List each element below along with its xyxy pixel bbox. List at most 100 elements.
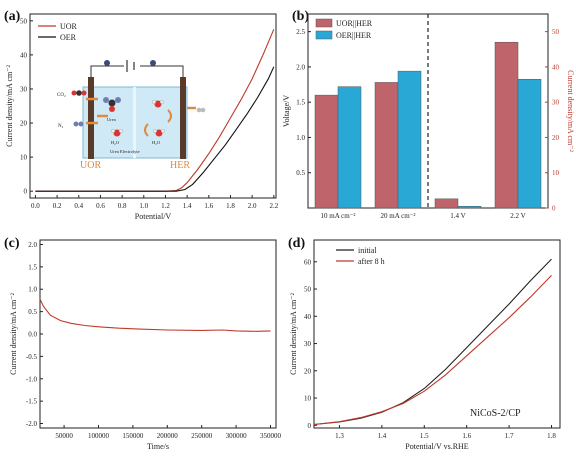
panel-a-legend-label-0: UOR [60,22,78,31]
panel-c-y-tick-label: 0.5 [28,308,37,316]
panel-b-y-tick-label: 2.0 [296,63,305,71]
panel-a-y-tick-label: 30 [20,85,28,93]
panel-b-x-tick-label: 20 mA cm⁻² [381,212,416,220]
panel-a-x-tick-label: 0.2 [53,202,62,210]
arrow-curve-icon [144,123,149,137]
inset-label-n2: N₂ [58,124,64,129]
panel-d-x-tick-label: 1.4 [377,432,386,440]
panel-b-bar-1-1 [397,70,422,209]
panel-b-y-tick-label: 1.5 [296,99,305,107]
panel-b-bar-1-3 [517,79,542,209]
panel-d: (d) 1.3 1.4 1.5 1.6 1.7 1.8 0 10 20 30 40 50 60 Poten… [288,236,561,451]
electron-icon [150,60,156,66]
right-electrode [180,77,186,159]
panel-b-y-axis-label: Voltage/V [282,95,291,128]
panel-d-series-line-0 [313,258,552,426]
panel-c: (c) 50000 100000 150000 200000 250000 300000 3… [4,236,281,451]
panel-d-x-tick-label: 1.6 [462,432,471,440]
water-molecule-icon [152,128,165,137]
panel-c-y-tick-label: 1.0 [28,286,37,294]
panel-b-y-right-axis-label: Current density/mA cm⁻² [566,70,575,152]
panel-b-y-right-tick-label: 10 [552,169,560,177]
panel-c-x-tick-label: 350000 [260,432,282,440]
panel-a-x-tick-label: 0.8 [118,202,127,210]
panel-b: (b) 0.5 1.0 1.5 2.0 2.5 0 10 20 30 40 50 Voltage/V C… [282,9,575,220]
panel-c-y-tick-label: -1.0 [26,375,38,383]
panel-b-bar-0-2 [434,198,459,209]
panel-a-x-tick-label: 0.6 [96,202,105,210]
panel-a-series-line-1 [35,66,275,192]
panel-c-axes: 50000 100000 150000 200000 250000 300000 35000… [9,239,282,451]
panel-d-y-tick-label: 60 [304,258,312,266]
panel-a-y-tick-label: 10 [20,154,28,162]
panel-d-x-axis-label: Potential/V vs.RHE [405,442,469,451]
co2-molecule-icon [71,90,87,96]
panel-c-x-tick-label: 250000 [191,432,213,440]
panel-c-x-tick-label: 200000 [157,432,179,440]
inset-label-co2: CO₂ [57,93,66,98]
inset-membrane [133,87,136,158]
panel-a-plot-frame [29,13,277,199]
panel-c-y-tick-label: -0.5 [26,353,38,361]
panel-c-y-axis-label: Current density/mA cm⁻² [9,293,18,375]
panel-a-x-tick-label: 1.8 [226,202,235,210]
panel-d-y-tick-label: 30 [304,340,312,348]
panel-d-series-line-1 [313,275,552,426]
panel-c-x-tick-label: 150000 [122,432,144,440]
panel-d-y-axis-label: Current density/mA cm⁻² [289,293,298,375]
h2-molecule-icon [196,107,206,113]
panel-d-x-tick-label: 1.8 [547,432,556,440]
panel-b-y-right-tick-label: 0 [552,205,556,213]
panel-c-x-axis-label: Time/s [147,442,169,451]
urea-molecule-icon [103,97,121,112]
panel-c-x-tick-label: 50000 [55,432,73,440]
water-molecule-icon [110,128,123,137]
panel-c-y-tick-label: 1.5 [28,263,37,271]
panel-a-y-tick-label: 20 [20,120,28,128]
panel-b-legend-label-0: UOR||HER [336,19,373,28]
panel-b-y-tick-label: 2.5 [296,28,305,36]
panel-b-axes: 0.5 1.0 1.5 2.0 2.5 0 10 20 30 40 50 Voltage/V Curre… [282,13,575,220]
panel-d-y-tick-label: 40 [304,313,312,321]
panel-c-x-tick-label: 100000 [88,432,110,440]
panel-c-y-tick-label: -1.5 [26,398,38,406]
panel-b-y-right-tick-label: 20 [552,134,560,142]
panel-a-x-axis-label: Potential/V [135,212,172,221]
inset-wire [90,65,184,77]
panel-b-bar-0-1 [374,82,399,209]
panel-b-legend-swatch-1 [315,30,333,40]
arrow-curve-icon [167,109,172,123]
panel-d-y-tick-label: 10 [304,395,312,403]
panel-a-legend-label-1: OER [60,33,77,42]
panel-d-y-tick-label: 50 [304,286,312,294]
panel-d-y-tick-label: 20 [304,367,312,375]
panel-a-x-tick-label: 1.4 [183,202,192,210]
panel-d-axes: 1.3 1.4 1.5 1.6 1.7 1.8 0 10 20 30 40 50 60 Potential… [289,239,561,451]
panel-d-legend-label-0: initial [358,246,377,255]
panel-c-letter: (c) [4,236,20,251]
panel-d-x-tick-label: 1.3 [335,432,344,440]
left-electrode [88,77,94,159]
panel-b-bar-0-0 [314,94,339,209]
panel-c-y-tick-label: 2.0 [28,241,37,249]
panel-b-legend-swatch-0 [315,18,333,28]
inset-label-her: HER [170,160,190,171]
panel-d-annotation: NiCoS-2/CP [470,408,521,419]
panel-b-y-right-tick-label: 50 [552,28,560,36]
panel-a: (a) 0.0 0.2 0.4 0.6 0.8 1.0 1.2 1.4 1.6 1.8 2.0 2.2… [4,9,279,221]
panel-a-y-tick-label: 50 [20,17,28,25]
panel-c-y-tick-label: 0.0 [28,331,37,339]
panel-a-x-tick-label: 0.0 [31,202,40,210]
inset-label-electrolyte: Urea Electrolyte [110,149,140,154]
panel-d-x-tick-label: 1.5 [420,432,429,440]
panel-d-x-tick-label: 1.7 [505,432,514,440]
water-molecule-icon [151,99,164,108]
panel-d-letter: (d) [288,236,305,251]
panel-c-y-tick-label: -2.0 [26,420,38,428]
panel-b-x-tick-label: 2.2 V [510,212,525,220]
panel-d-legend-label-1: after 8 h [358,257,385,266]
electron-icon [104,60,110,66]
inset-label-urea: Urea [107,117,116,122]
panel-b-y-tick-label: 1.0 [296,134,305,142]
